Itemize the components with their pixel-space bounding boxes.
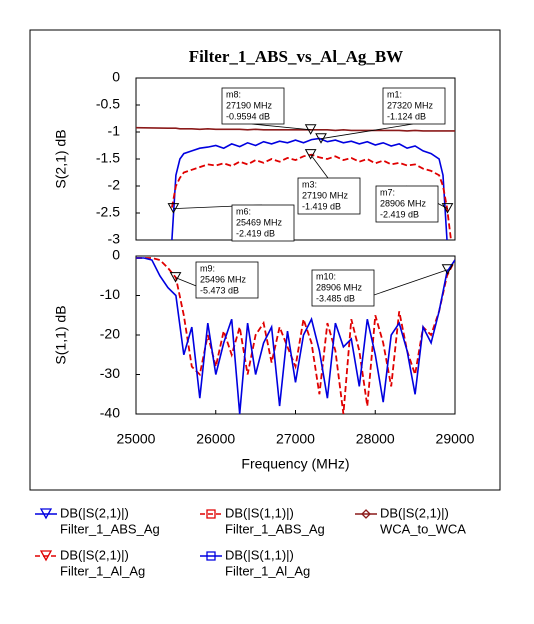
y-tick-label: -1.5 (96, 150, 120, 166)
legend-measure: DB(|S(2,1)|) (60, 505, 129, 520)
annotation-y: -2.419 dB (236, 228, 275, 238)
annotation-y: -1.419 dB (302, 201, 341, 211)
legend-symbol (206, 509, 216, 519)
legend-name: Filter_1_ABS_Ag (225, 521, 325, 536)
y-axis-label: S(2,1) dB (53, 129, 69, 188)
annotation-marker (167, 203, 180, 214)
annotation-box (375, 185, 439, 223)
legend-symbol (361, 509, 371, 519)
annotation-box (221, 87, 285, 125)
x-tick-label: 28000 (356, 431, 395, 447)
chart-frame (29, 29, 501, 491)
legend: DB(|S(2,1)|)Filter_1_ABS_AgDB(|S(1,1)|)F… (35, 505, 466, 578)
legend-name: WCA_to_WCA (380, 521, 466, 536)
y-tick-label: -3 (108, 231, 121, 247)
legend-name: Filter_1_Al_Ag (225, 563, 310, 578)
annotation-box (195, 261, 259, 299)
y-tick-label: 0 (112, 247, 120, 263)
annotation-marker (315, 133, 327, 144)
annotation-name: m6: (236, 206, 251, 216)
y-axis-label: S(1,1) dB (53, 305, 69, 364)
annotation-name: m8: (226, 89, 241, 99)
plot-lines (136, 126, 455, 240)
annotation-marker (304, 124, 317, 135)
annotation-x: 27190 MHz (302, 190, 349, 200)
y-tick-label: 0 (112, 69, 120, 85)
data-line (136, 257, 455, 414)
annotation-name: m3: (302, 179, 317, 189)
annotation-y: -0.9594 dB (226, 111, 270, 121)
legend-symbol (206, 551, 216, 561)
data-line (136, 257, 455, 414)
annotation-marker (441, 203, 454, 214)
x-tick-label: 26000 (196, 431, 235, 447)
annotation-name: m1: (387, 89, 402, 99)
data-line (171, 153, 452, 240)
annotation-y: -3.485 dB (316, 293, 355, 303)
annotation-x: 28906 MHz (380, 198, 427, 208)
annotation-marker (441, 264, 454, 275)
y-tick-label: -1 (108, 123, 121, 139)
legend-symbol (39, 508, 53, 520)
x-tick-label: 25000 (117, 431, 156, 447)
x-tick-label: 29000 (436, 431, 475, 447)
y-tick-label: -2 (108, 177, 121, 193)
y-tick-label: -10 (100, 286, 120, 302)
annotation-x: 27190 MHz (226, 100, 273, 110)
annotation-box (382, 87, 446, 125)
legend-symbol (39, 550, 53, 562)
legend-measure: DB(|S(2,1)|) (60, 547, 129, 562)
annotation-name: m7: (380, 187, 395, 197)
annotation-y: -1.124 dB (387, 111, 426, 121)
y-tick-label: -2.5 (96, 204, 120, 220)
annotation-x: 25469 MHz (236, 217, 283, 227)
legend-measure: DB(|S(1,1)|) (225, 505, 294, 520)
annotation-x: 28906 MHz (316, 282, 363, 292)
annotation-marker (169, 272, 182, 283)
legend-name: Filter_1_Al_Ag (60, 563, 145, 578)
y-tick-label: -0.5 (96, 96, 120, 112)
x-axis-label: Frequency (MHz) (241, 456, 349, 472)
annotation-x: 25496 MHz (200, 274, 247, 284)
annotation-box (297, 177, 361, 215)
annotation-name: m9: (200, 263, 215, 273)
plot-lines (136, 257, 455, 414)
annotation-name: m10: (316, 271, 336, 281)
annotation-box (231, 204, 295, 242)
legend-measure: DB(|S(2,1)|) (380, 505, 449, 520)
chart-title: Filter_1_ABS_vs_Al_Ag_BW (189, 47, 403, 66)
y-tick-label: -30 (100, 365, 120, 381)
legend-measure: DB(|S(1,1)|) (225, 547, 294, 562)
data-line (171, 137, 448, 240)
y-tick-label: -40 (100, 405, 120, 421)
annotation-leader (251, 123, 311, 131)
annotation-box (311, 269, 375, 307)
annotation-y: -5.473 dB (200, 285, 239, 295)
annotation-x: 27320 MHz (387, 100, 434, 110)
annotation-leader (310, 154, 329, 179)
y-tick-label: -20 (100, 326, 120, 342)
annotation-y: -2.419 dB (380, 209, 419, 219)
x-tick-label: 27000 (276, 431, 315, 447)
annotation-marker (304, 149, 317, 160)
legend-name: Filter_1_ABS_Ag (60, 521, 160, 536)
annotation-leader (320, 123, 414, 140)
plot-frame (135, 255, 456, 415)
